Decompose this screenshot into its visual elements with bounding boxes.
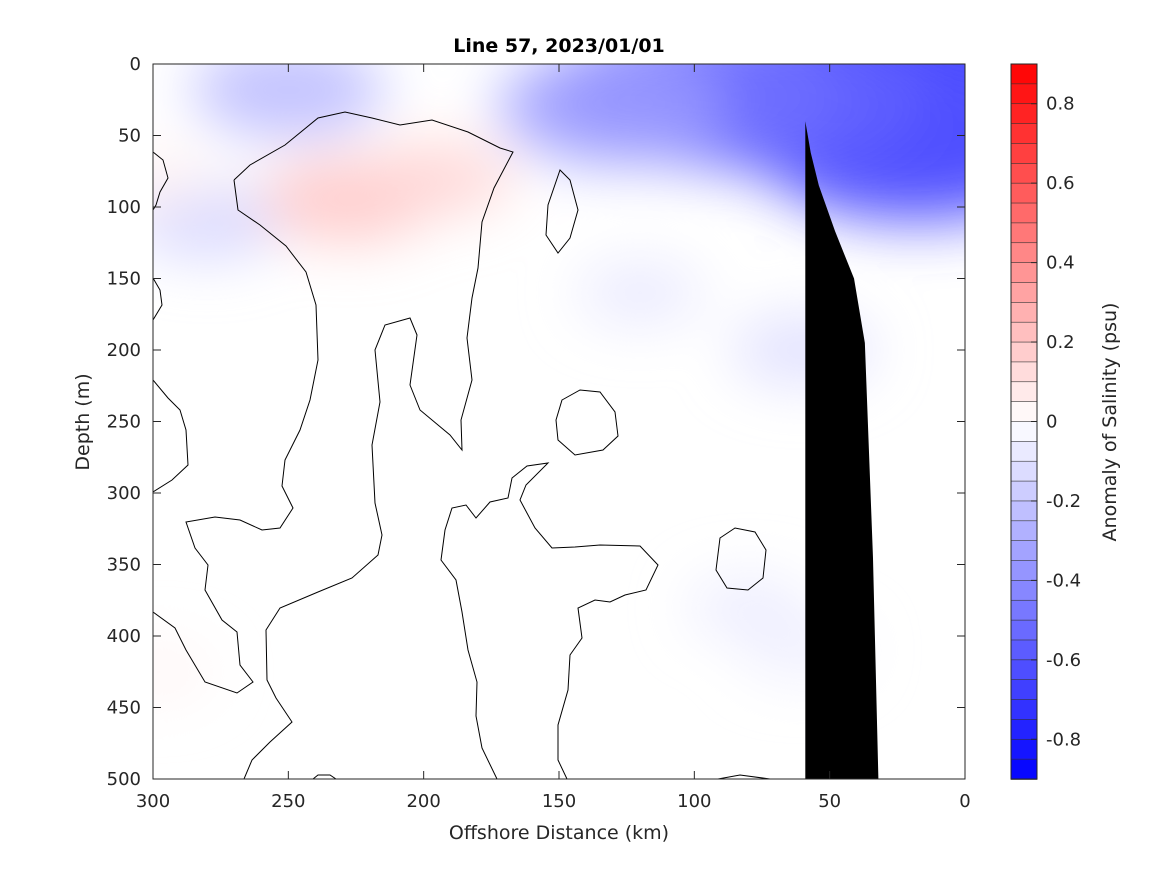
x-tick-label: 300 [136, 791, 170, 812]
colorbar-segment [1010, 719, 1038, 741]
zero-contour-small-eddy [715, 527, 767, 591]
colorbar-segment [1010, 103, 1038, 125]
colorbar-segment [1010, 123, 1038, 145]
colorbar-tick-label: -0.4 [1046, 570, 1081, 591]
anomaly-feature [192, 64, 385, 138]
colorbar-segment [1010, 599, 1038, 621]
colorbar-segment [1010, 619, 1038, 641]
colorbar-segment [1010, 540, 1038, 562]
bathymetry-seafloor [805, 121, 879, 779]
colorbar-segment [1010, 580, 1038, 602]
x-tick-label: 100 [677, 791, 711, 812]
y-tick-label: 400 [107, 626, 141, 647]
colorbar-segment [1010, 758, 1038, 780]
x-tick-label: 0 [959, 791, 970, 812]
colorbar-segment [1010, 421, 1038, 443]
colorbar-segment [1010, 222, 1038, 244]
colorbar-segment [1010, 659, 1038, 681]
anomaly-feature [687, 576, 810, 639]
colorbar-segment [1010, 500, 1038, 522]
colorbar-segment [1010, 262, 1038, 284]
zero-contour-lines [153, 111, 771, 779]
colorbar-tick-label: -0.2 [1046, 491, 1081, 512]
colorbar-segment [1010, 401, 1038, 423]
y-tick-label: 350 [107, 555, 141, 576]
zero-contour-warm-core-inner [153, 179, 319, 694]
colorbar-segment [1010, 302, 1038, 323]
zero-contour-left-edge-upper [153, 151, 169, 211]
y-tick-label: 100 [107, 197, 141, 218]
colorbar-segment [1010, 182, 1038, 204]
colorbar-label: Anomaly of Salinity (psu) [1099, 303, 1121, 542]
colorbar-segment [1010, 441, 1038, 463]
colorbar-segment [1010, 460, 1038, 482]
colorbar-tick-label: 0.6 [1046, 173, 1075, 194]
colorbar-segment [1010, 381, 1038, 403]
x-tick-label: 50 [818, 791, 841, 812]
y-tick-label: 200 [107, 340, 141, 361]
plot-area [153, 64, 965, 779]
anomaly-feature [153, 643, 215, 700]
colorbar [1010, 63, 1038, 780]
colorbar-segment [1010, 83, 1038, 105]
colorbar-tick-label: -0.6 [1046, 650, 1081, 671]
colorbar-segment [1010, 341, 1038, 363]
colorbar-segment [1010, 361, 1038, 383]
colorbar-segment [1010, 63, 1038, 85]
colorbar-segment [1010, 242, 1038, 264]
y-tick-label: 0 [130, 54, 141, 75]
colorbar-tick-label: 0.8 [1046, 94, 1075, 115]
zero-contour-eddy [555, 389, 619, 456]
anomaly-feature [497, 64, 729, 165]
x-axis-label: Offshore Distance (km) [449, 822, 669, 844]
colorbar-segment [1010, 282, 1038, 304]
zero-contour-bottom-fragment-2 [312, 774, 337, 779]
anomaly-feature [153, 149, 216, 208]
colorbar-segment [1010, 520, 1038, 542]
colorbar-segment [1010, 143, 1038, 165]
x-axis: 300 250 200 150 100 50 0 [136, 64, 971, 812]
zero-contour-left-edge [153, 379, 189, 493]
colorbar-segment [1010, 679, 1038, 701]
colorbar-ticks: 0.8 0.6 0.4 0.2 0 -0.2 -0.4 -0.6 -0.8 [1031, 94, 1081, 750]
colorbar-segment [1010, 321, 1038, 343]
x-tick-label: 150 [542, 791, 576, 812]
y-tick-label: 500 [107, 769, 141, 790]
colorbar-segment [1010, 738, 1038, 760]
zero-contour-warm-core [233, 111, 514, 779]
zero-contour-left-edge-mid [153, 277, 163, 321]
y-tick-label: 300 [107, 483, 141, 504]
colorbar-tick-label: 0.2 [1046, 332, 1075, 353]
colorbar-segment [1010, 163, 1038, 184]
x-tick-label: 250 [271, 791, 305, 812]
colorbar-tick-label: 0.4 [1046, 253, 1075, 274]
chart-title: Line 57, 2023/01/01 [453, 35, 665, 57]
zero-contour-center-pocket [545, 169, 579, 254]
colorbar-tick-label: -0.8 [1046, 729, 1081, 750]
anomaly-field [153, 64, 965, 700]
colorbar-segment [1010, 639, 1038, 661]
y-tick-label: 150 [107, 269, 141, 290]
colorbar-segment [1010, 202, 1038, 224]
zero-contour-deep-tongue [440, 462, 659, 779]
y-tick-label: 50 [118, 126, 141, 147]
y-axis-label: Depth (m) [72, 373, 94, 470]
y-tick-label: 450 [107, 698, 141, 719]
colorbar-segment [1010, 560, 1038, 582]
colorbar-segment [1010, 699, 1038, 721]
y-tick-label: 250 [107, 412, 141, 433]
colorbar-tick-label: 0 [1046, 412, 1057, 433]
anomaly-feature [360, 140, 514, 217]
zero-contour-bottom-fragment [717, 774, 771, 779]
x-tick-label: 200 [406, 791, 440, 812]
colorbar-segment [1010, 480, 1038, 502]
anomaly-feature [576, 261, 704, 325]
y-axis: 0 50 100 150 200 250 300 350 400 450 500 [107, 54, 965, 790]
